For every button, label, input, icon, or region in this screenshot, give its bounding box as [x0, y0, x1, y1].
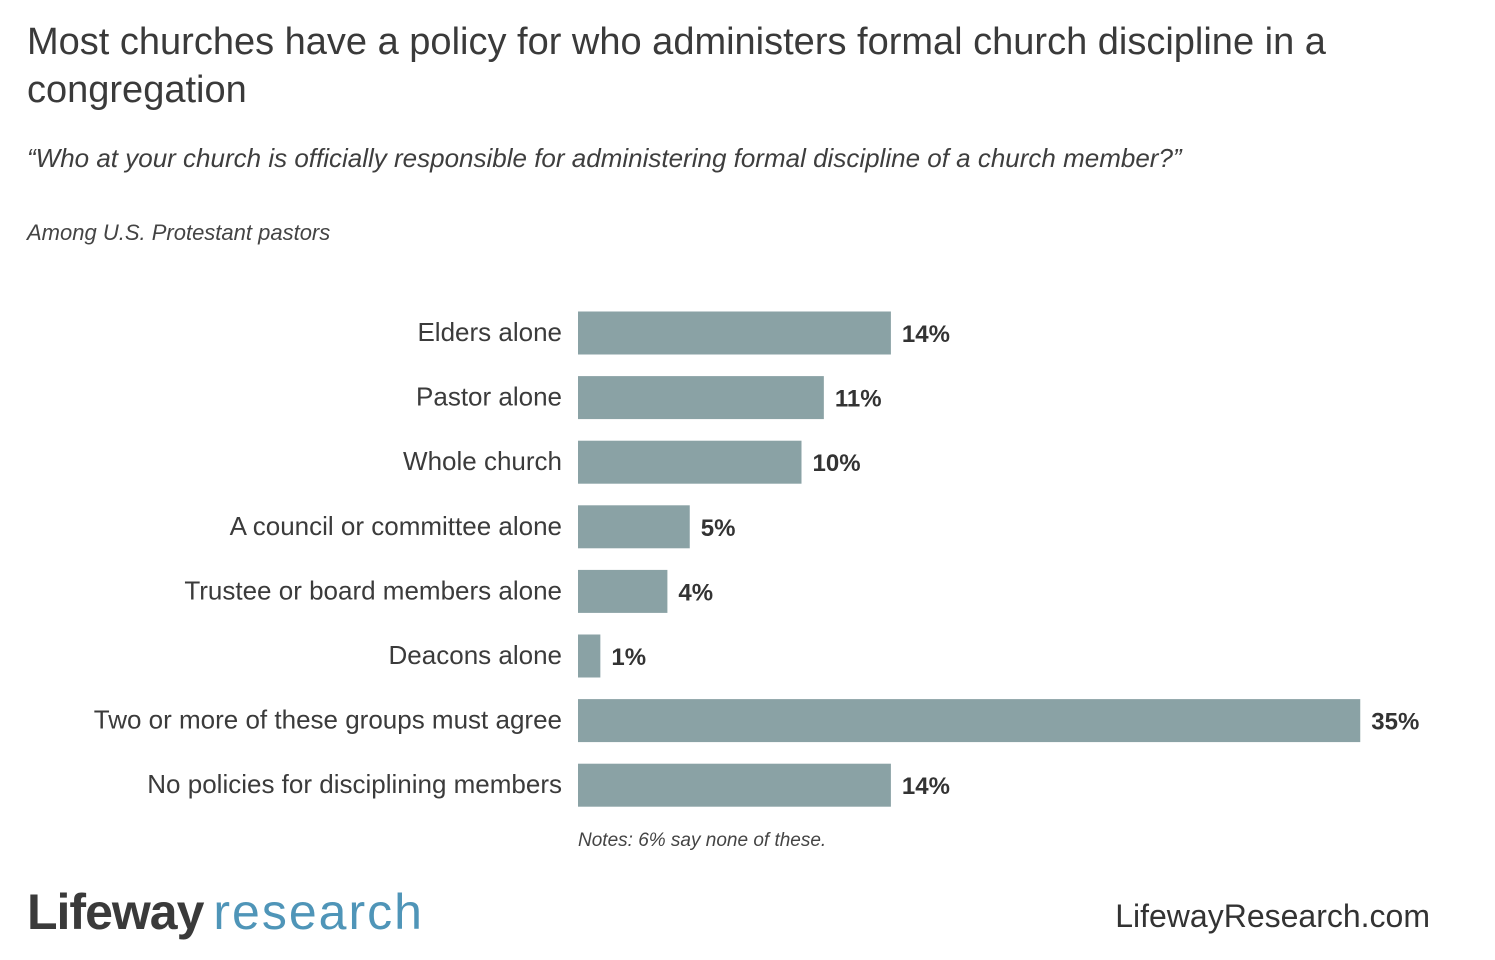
value-label: 14%	[902, 773, 950, 800]
bar	[578, 376, 824, 420]
bar	[578, 634, 601, 678]
value-label: 35%	[1371, 709, 1419, 736]
category-label: Pastor alone	[416, 382, 562, 412]
category-label: No policies for disciplining members	[147, 769, 562, 799]
lifeway-research-logo: Lifeway research	[27, 880, 424, 944]
logo-word-research: research	[213, 884, 424, 940]
category-label: A council or committee alone	[230, 511, 562, 541]
bar	[578, 569, 668, 613]
bar	[578, 699, 1361, 743]
category-label: Deacons alone	[389, 640, 562, 670]
category-label: Whole church	[403, 446, 562, 476]
value-label: 10%	[813, 450, 861, 477]
value-label: 11%	[835, 386, 882, 413]
value-label: 4%	[678, 579, 713, 606]
chart-title: Most churches have a policy for who admi…	[27, 21, 1326, 111]
survey-base: Among U.S. Protestant pastors	[27, 220, 331, 245]
value-label: 5%	[701, 515, 736, 542]
chart-note: Notes: 6% say none of these.	[578, 830, 827, 851]
bar-chart: Elders alone 14% Pastor alone 11% Whole chur…	[94, 311, 1419, 807]
bar	[578, 440, 802, 484]
value-label: 14%	[902, 321, 950, 348]
chart-subtitle: “Who at your church is officially respon…	[27, 143, 1182, 173]
bar	[578, 311, 891, 355]
website-url: LifewayResearch.com	[1115, 898, 1430, 934]
value-label: 1%	[611, 644, 646, 671]
logo-word-lifeway: Lifeway	[27, 884, 204, 940]
category-label: Elders alone	[417, 317, 562, 347]
category-label: Trustee or board members alone	[184, 575, 562, 605]
category-label: Two or more of these groups must agree	[94, 705, 562, 735]
bar	[578, 505, 690, 549]
bar	[578, 763, 891, 807]
